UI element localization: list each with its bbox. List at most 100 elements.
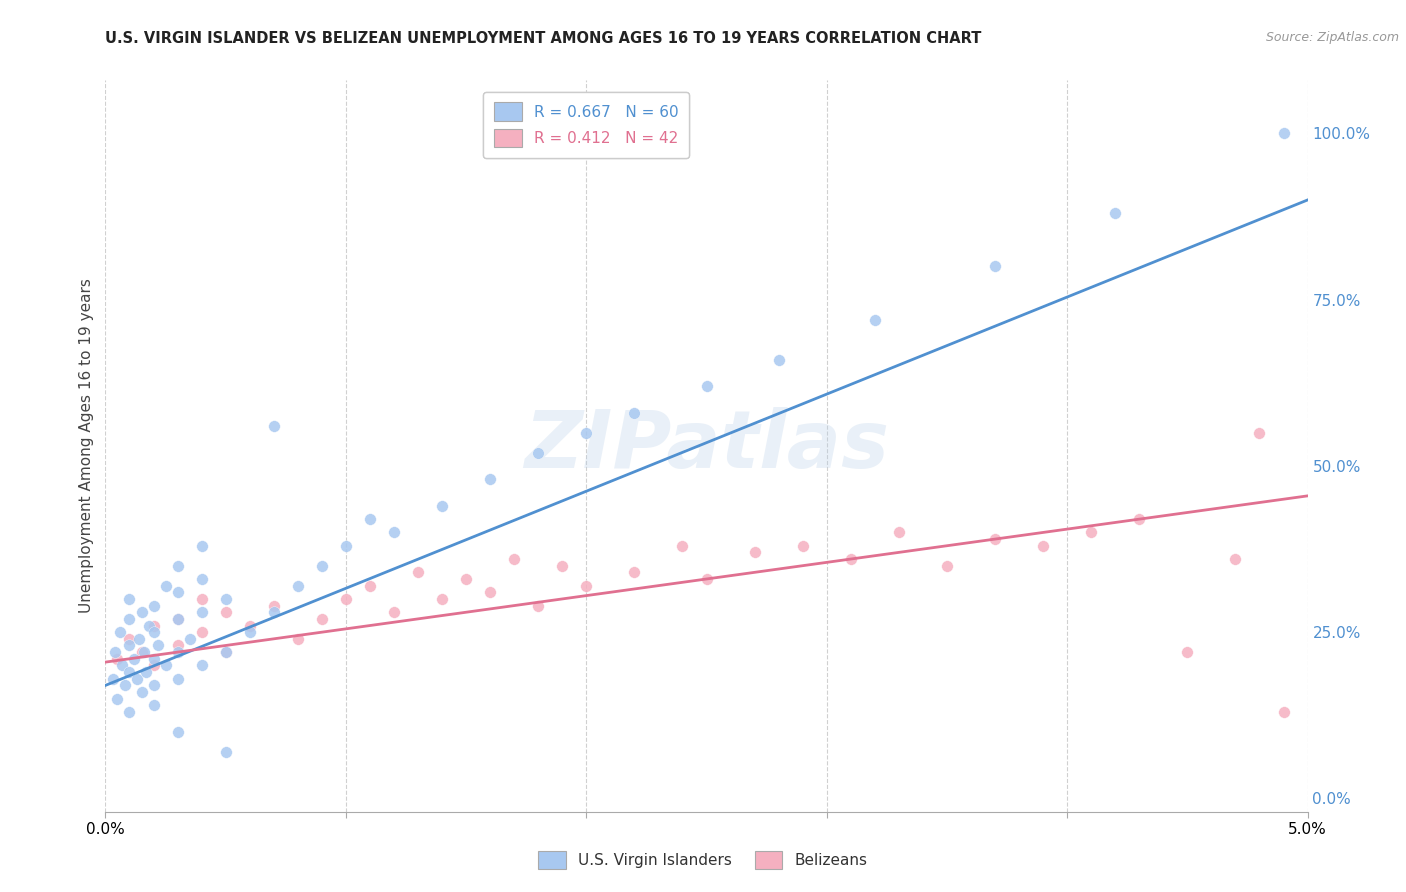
Point [124, 652, 146, 666]
Point [239, 625, 262, 640]
Point [696, 572, 718, 586]
Point [142, 599, 165, 613]
Point [863, 312, 886, 326]
Point [142, 658, 165, 673]
Point [887, 525, 910, 540]
Point [744, 545, 766, 559]
Point [135, 665, 157, 679]
Point [214, 645, 236, 659]
Point [311, 558, 333, 573]
Point [239, 618, 262, 632]
Point [936, 558, 959, 573]
Point [118, 612, 141, 626]
Point [575, 425, 598, 440]
Point [142, 652, 165, 666]
Point [155, 658, 177, 673]
Point [768, 352, 790, 367]
Point [551, 558, 574, 573]
Point [166, 645, 188, 659]
Point [107, 652, 129, 666]
Point [382, 605, 405, 619]
Point [311, 612, 333, 626]
Point [263, 599, 285, 613]
Point [166, 585, 188, 599]
Point [263, 605, 285, 619]
Point [104, 645, 127, 659]
Y-axis label: Unemployment Among Ages 16 to 19 years: Unemployment Among Ages 16 to 19 years [79, 278, 94, 614]
Point [190, 605, 212, 619]
Text: ZIPatlas: ZIPatlas [524, 407, 889, 485]
Point [696, 379, 718, 393]
Point [148, 639, 170, 653]
Point [1272, 705, 1295, 719]
Point [287, 632, 309, 646]
Point [166, 639, 188, 653]
Point [142, 618, 165, 632]
Point [166, 612, 188, 626]
Point [287, 579, 309, 593]
Point [142, 625, 165, 640]
Point [125, 672, 148, 686]
Legend: R = 0.667   N = 60, R = 0.412   N = 42: R = 0.667 N = 60, R = 0.412 N = 42 [484, 92, 689, 158]
Point [263, 419, 285, 434]
Point [118, 591, 141, 606]
Point [984, 532, 1007, 546]
Text: U.S. VIRGIN ISLANDER VS BELIZEAN UNEMPLOYMENT AMONG AGES 16 TO 19 YEARS CORRELAT: U.S. VIRGIN ISLANDER VS BELIZEAN UNEMPLO… [105, 31, 981, 46]
Point [479, 472, 502, 486]
Point [118, 705, 141, 719]
Point [503, 552, 526, 566]
Point [382, 525, 405, 540]
Point [166, 672, 188, 686]
Legend: U.S. Virgin Islanders, Belizeans: U.S. Virgin Islanders, Belizeans [533, 845, 873, 875]
Point [214, 745, 236, 759]
Point [118, 632, 141, 646]
Point [166, 558, 188, 573]
Point [359, 579, 381, 593]
Point [1249, 425, 1271, 440]
Point [214, 645, 236, 659]
Point [527, 599, 550, 613]
Point [155, 579, 177, 593]
Point [214, 591, 236, 606]
Point [132, 645, 155, 659]
Point [430, 499, 453, 513]
Point [131, 645, 153, 659]
Point [792, 539, 814, 553]
Point [1080, 525, 1102, 540]
Point [406, 566, 429, 580]
Point [839, 552, 862, 566]
Point [575, 579, 598, 593]
Point [479, 585, 502, 599]
Point [190, 572, 212, 586]
Point [214, 605, 236, 619]
Point [1128, 512, 1150, 526]
Point [108, 625, 131, 640]
Point [101, 672, 124, 686]
Point [454, 572, 477, 586]
Point [111, 658, 134, 673]
Point [166, 612, 188, 626]
Point [128, 632, 150, 646]
Point [179, 632, 201, 646]
Point [1272, 127, 1295, 141]
Point [1225, 552, 1247, 566]
Point [335, 591, 357, 606]
Point [118, 639, 141, 653]
Point [984, 260, 1007, 274]
Point [190, 591, 212, 606]
Point [430, 591, 453, 606]
Point [335, 539, 357, 553]
Point [131, 605, 153, 619]
Point [107, 691, 129, 706]
Point [142, 678, 165, 692]
Point [527, 445, 550, 459]
Point [1175, 645, 1198, 659]
Point [190, 658, 212, 673]
Point [1104, 206, 1126, 220]
Point [114, 678, 136, 692]
Point [118, 665, 141, 679]
Point [623, 406, 645, 420]
Point [131, 685, 153, 699]
Point [190, 539, 212, 553]
Point [623, 566, 645, 580]
